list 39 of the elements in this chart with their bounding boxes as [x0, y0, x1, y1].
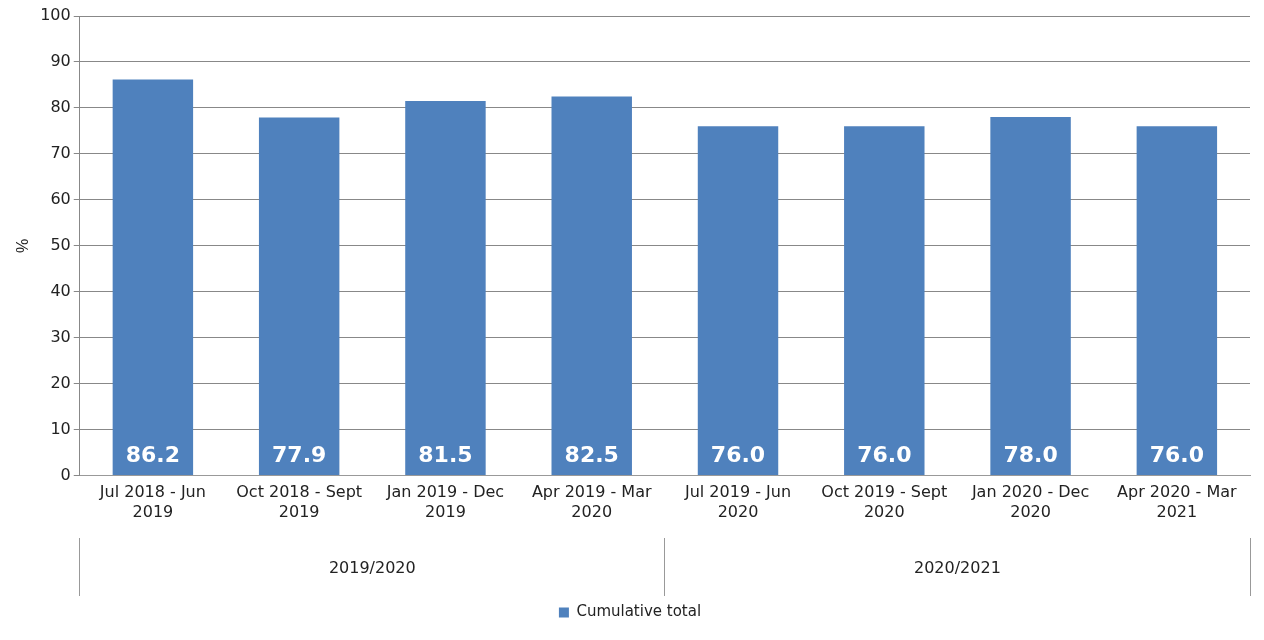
bar: [112, 79, 194, 476]
x-tick-label: Oct 2018 - Sept 2019: [236, 482, 363, 521]
y-axis-title: %: [14, 238, 32, 253]
text: 76.0: [1149, 442, 1204, 468]
text: 81.5: [418, 442, 473, 468]
text: 77.9: [272, 442, 327, 468]
x-tick-label: Oct 2019 - Sept 2020: [821, 482, 948, 521]
y-tick-label: 90: [50, 51, 71, 71]
y-tick-label: 80: [50, 97, 71, 117]
y-tick-label: 0: [60, 464, 71, 484]
y-tick-label: 100: [40, 5, 71, 25]
y-tick-label: 10: [50, 418, 71, 438]
bar: [990, 117, 1071, 476]
y-tick-label: 60: [50, 189, 71, 208]
bar: [697, 126, 779, 476]
text: 82.5: [564, 442, 619, 468]
text: 78.0: [1003, 442, 1058, 468]
y-tick-label: 50: [50, 234, 71, 254]
x-tick-label: Jan 2020 - Dec 2020: [970, 482, 1090, 521]
bar: [551, 96, 632, 476]
text: 76.0: [857, 442, 912, 468]
bar: [405, 101, 486, 476]
legend-label: Cumulative total: [576, 602, 702, 621]
y-tick-label: 70: [50, 143, 71, 163]
bar: [1136, 126, 1218, 476]
bar: [844, 126, 925, 476]
x-tick-label: Apr 2019 - Mar 2020: [531, 482, 652, 521]
y-tick-label: 20: [50, 372, 71, 392]
text: 76.0: [710, 442, 766, 468]
text: 86.2: [125, 442, 181, 468]
x-tick-label: Jan 2019 - Dec 2019: [385, 482, 505, 521]
bar: [258, 117, 340, 476]
x-tick-label: Apr 2020 - Mar 2021: [1117, 482, 1238, 521]
x-tick-label: Jul 2019 - Jun 2020: [683, 482, 792, 521]
y-tick-label: 40: [50, 280, 71, 300]
text: 2020/2021: [913, 557, 1002, 577]
x-tick-label: Jul 2018 - Jun 2019: [98, 482, 206, 521]
text: 2019/2020: [327, 557, 417, 577]
y-tick-label: 30: [50, 326, 71, 346]
